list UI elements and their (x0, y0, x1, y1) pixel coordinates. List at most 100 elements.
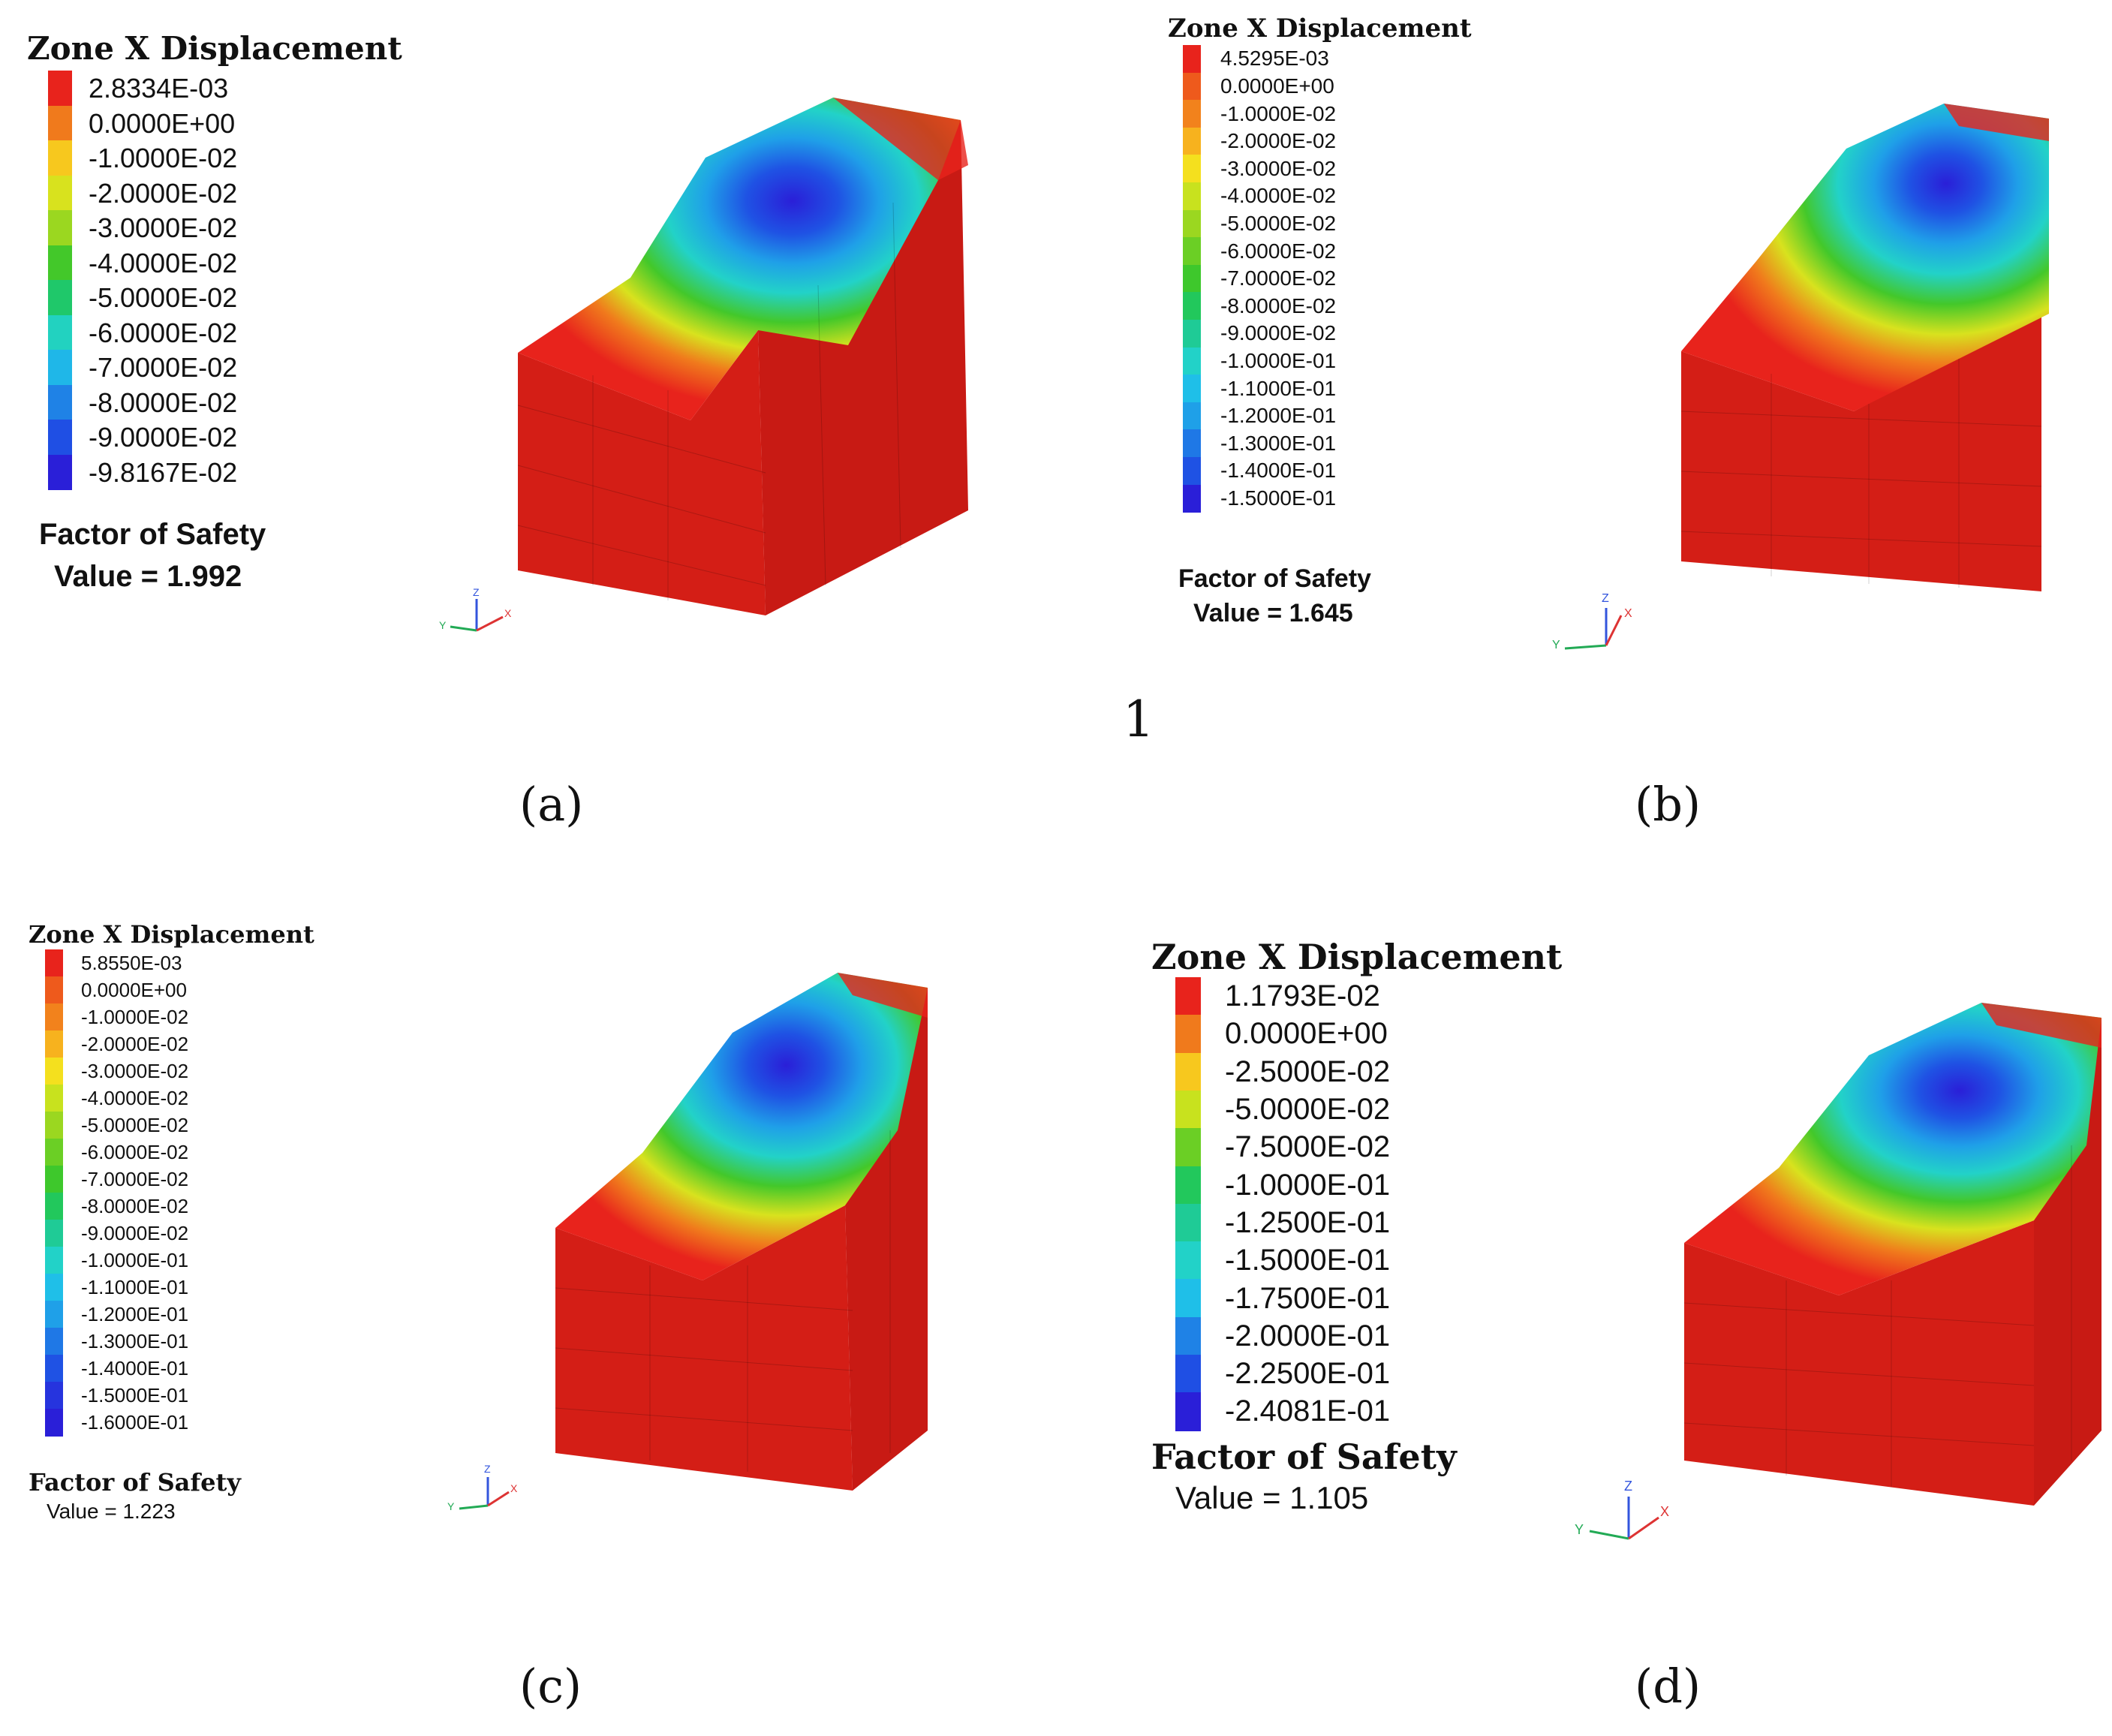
legend-label: -1.3000E-01 (81, 1330, 189, 1352)
fos-title-d: Factor of Safety (1151, 1437, 1457, 1477)
legend-swatch (1175, 1166, 1201, 1205)
legend-swatch (45, 1247, 63, 1274)
legend-swatch (48, 350, 72, 386)
legend-swatch (45, 1220, 63, 1247)
legend-label: -1.0000E-02 (89, 143, 238, 174)
legend-swatch (45, 976, 63, 1004)
legend-label: -1.0000E-01 (1220, 348, 1337, 372)
axis-z-label: Z (1624, 1479, 1632, 1494)
legend-swatch (48, 245, 72, 281)
slope-model-d (1683, 1003, 2101, 1506)
legend-label: 0.0000E+00 (89, 107, 236, 139)
axis-triad-b: Z Y X (1552, 592, 1632, 651)
legend-label: -7.0000E-02 (1220, 266, 1337, 290)
legend-swatch (45, 1355, 63, 1382)
legend-label: -1.6000E-01 (81, 1411, 189, 1434)
legend-label: -1.7500E-01 (1225, 1281, 1391, 1315)
legend-swatch (45, 1003, 63, 1031)
legend-swatch (48, 140, 72, 176)
slope-model-a (518, 98, 968, 615)
legend-label: -9.0000E-02 (81, 1222, 189, 1244)
legend-label: 4.5295E-03 (1220, 47, 1329, 71)
legend-swatch (48, 210, 72, 246)
legend-swatch (1183, 457, 1201, 486)
fos-value-a: Value = 1.992 (54, 560, 242, 593)
legend-label: 0.0000E+00 (81, 979, 187, 1001)
legend-label: -6.0000E-02 (89, 317, 238, 348)
legend-swatch (1175, 1279, 1201, 1318)
legend-swatch (45, 1166, 63, 1193)
legend-swatch (1175, 1128, 1201, 1167)
legend-label: -5.0000E-02 (89, 282, 238, 314)
legend-label: -1.5000E-01 (1225, 1244, 1391, 1277)
stray-number: 1 (1123, 690, 1154, 748)
slope-model-b (1680, 104, 2049, 591)
axis-y-label: Y (447, 1500, 455, 1512)
slope-model-c (555, 973, 928, 1491)
legend-label: -1.5000E-01 (1220, 486, 1337, 510)
legend-label: 5.8550E-03 (81, 952, 182, 974)
legend-label: -1.0000E-02 (81, 1006, 189, 1028)
legend-label: -3.0000E-02 (81, 1060, 189, 1082)
legend-label: 1.1793E-02 (1225, 979, 1380, 1013)
legend-label: -1.0000E-01 (81, 1249, 189, 1271)
legend-swatch (1183, 429, 1201, 458)
legend-label: -1.5000E-01 (81, 1384, 189, 1407)
legend-label: -8.0000E-02 (81, 1195, 189, 1217)
legend-label: -9.0000E-02 (89, 422, 238, 453)
fos-title-b: Factor of Safety (1178, 564, 1371, 593)
legend-label: -2.2500E-01 (1225, 1357, 1391, 1391)
legend-swatch (1175, 1015, 1201, 1054)
legend-label: -1.2500E-01 (1225, 1205, 1391, 1239)
fos-value-d: Value = 1.105 (1175, 1480, 1369, 1515)
legend-swatch (45, 1139, 63, 1166)
legend-swatch (1175, 1392, 1201, 1431)
legend-swatch (1183, 237, 1201, 266)
legend-label: -8.0000E-02 (89, 387, 238, 418)
legend-label: -2.0000E-02 (89, 177, 238, 209)
legend-title-d: Zone X Displacement (1151, 937, 1563, 977)
caption-d: (d) (1635, 1659, 1701, 1713)
legend-label: -4.0000E-02 (1220, 184, 1337, 208)
legend-swatch (1175, 1052, 1201, 1091)
legend-label: -2.0000E-02 (1220, 129, 1337, 153)
axis-z-label: Z (473, 586, 480, 598)
legend-title-a: Zone X Displacement (27, 30, 402, 67)
fos-title-a: Factor of Safety (39, 518, 266, 551)
caption-b: (b) (1635, 777, 1701, 832)
legend-swatch (45, 949, 63, 977)
legend-swatch (1183, 402, 1201, 431)
legend-label: -2.4081E-01 (1225, 1395, 1391, 1428)
legend-label: -5.0000E-02 (1220, 211, 1337, 235)
legend-label: -1.4000E-01 (1220, 459, 1337, 483)
legend-swatch (45, 1409, 63, 1437)
legend-title-b: Zone X Displacement (1168, 14, 1472, 44)
legend-swatch (45, 1193, 63, 1220)
legend-label: -5.0000E-02 (1225, 1093, 1391, 1127)
axis-triad-c: Z Y X (447, 1463, 518, 1512)
legend-swatch (48, 454, 72, 490)
legend-label: 2.8334E-03 (89, 73, 229, 104)
axis-x-label: X (1660, 1504, 1669, 1519)
legend-title-c: Zone X Displacement (29, 920, 314, 949)
caption-c: (c) (519, 1659, 582, 1713)
legend-swatch (1183, 45, 1201, 74)
legend-label: -1.0000E-02 (1220, 101, 1337, 125)
axis-y-label: Y (439, 619, 447, 631)
legend-swatch (45, 1274, 63, 1301)
legend-label: -7.5000E-02 (1225, 1130, 1391, 1164)
axis-x-label: X (504, 607, 512, 619)
legend-label: -3.0000E-02 (89, 212, 238, 244)
legend-label: -4.0000E-02 (81, 1087, 189, 1109)
axis-z-label: Z (484, 1463, 491, 1475)
legend-swatch (45, 1112, 63, 1139)
legend-swatch (48, 105, 72, 141)
legend-swatch (48, 384, 72, 420)
legend-swatch (1183, 375, 1201, 403)
axis-triad-a: Z Y X (439, 586, 512, 632)
legend-swatch (48, 280, 72, 316)
axis-x-label: X (1624, 607, 1632, 620)
legend-swatch (45, 1085, 63, 1112)
legend-swatch (1183, 292, 1201, 320)
legend-label: -1.4000E-01 (81, 1357, 189, 1379)
